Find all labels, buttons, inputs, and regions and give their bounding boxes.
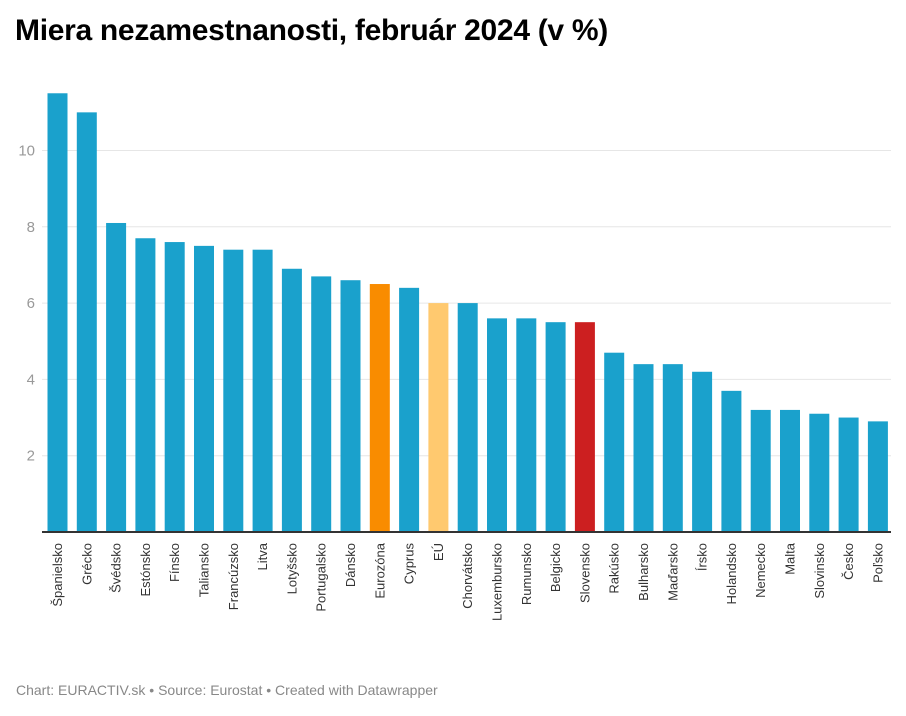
x-tick-label: Česko [841,543,856,580]
x-tick-label: Maďarsko [665,543,680,601]
bar-Estónsko [135,238,156,532]
x-tick-label: Chorvátsko [460,543,475,609]
bar-Španielsko [47,93,68,533]
x-tick-label: Lotyšsko [284,543,299,594]
x-tick-label: Grécko [79,543,94,585]
chart-title: Miera nezamestnanosti, február 2024 (v %… [15,14,608,47]
bar-Eurozóna [369,284,390,532]
bar-Poľsko [867,421,888,532]
bar-Dánsko [340,280,361,532]
x-tick-label: Cyprus [402,543,417,585]
x-tick-label: Litva [255,542,270,570]
bar-Luxembursko [487,318,507,532]
x-tick-label: Rumunsko [519,543,534,605]
bar-Bulharsko [633,364,654,532]
bar-Portugalsko [311,276,332,532]
bar-Fínsko [164,242,185,532]
x-tick-label: Rakúsko [607,543,622,594]
bar-Litva [252,249,273,532]
bar-Francúzsko [223,249,244,532]
bar-Cyprus [399,287,420,532]
bar-Rakúsko [604,352,625,532]
x-tick-label: Francúzsko [226,543,241,610]
x-tick-label: Španielsko [50,543,65,607]
x-axis-labels: Španielsko Grécko Švédsko Estónsko Fínsko Tal… [50,542,885,621]
y-tick-label: 2 [27,448,35,465]
x-tick-label: Eurozóna [372,542,387,598]
y-axis-ticks: 2 4 6 8 10 [18,143,35,465]
x-tick-label: Slovinsko [812,543,827,599]
x-tick-label: Belgicko [548,543,563,592]
x-tick-label: Írsko [695,543,710,571]
bar-Česko [838,417,859,532]
bar-Írsko [692,371,713,532]
x-tick-label: Slovensko [577,543,592,603]
x-tick-label: Nemecko [753,543,768,598]
chart-footer: Chart: EURACTIV.sk • Source: Eurostat • … [16,682,438,698]
bar-EÚ [428,303,449,532]
x-tick-label: Taliansko [197,543,212,597]
y-tick-label: 6 [27,295,35,312]
bar-Chorvátsko [457,303,478,532]
bars [47,93,888,533]
bar-Slovinsko [809,413,830,532]
bar-Švédsko [106,222,127,533]
x-tick-label: Portugalsko [314,543,329,612]
bar-Nemecko [750,409,771,532]
bar-Lotyšsko [281,268,302,532]
bar-Rumunsko [516,318,537,532]
y-tick-label: 4 [27,371,35,388]
bar-Taliansko [194,245,214,532]
x-tick-label: Poľsko [870,543,885,583]
bar-Belgicko [545,322,566,532]
x-tick-label: Estónsko [138,543,153,596]
x-tick-label: Holandsko [724,543,739,604]
bar-Malta [780,409,800,532]
x-tick-label: Fínsko [167,543,182,582]
x-tick-label: Bulharsko [636,543,651,601]
bar-Holandsko [721,390,742,532]
x-tick-label: EÚ [431,543,446,561]
x-tick-label: Dánsko [343,543,358,587]
bar-Grécko [76,112,97,532]
x-tick-label: Luxembursko [490,543,505,621]
bar-Maďarsko [662,364,683,532]
x-tick-label: Švédsko [109,543,124,593]
x-tick-label: Malta [783,542,798,575]
y-tick-label: 8 [27,219,35,236]
y-tick-label: 10 [18,143,35,160]
bar-Slovensko [574,322,595,532]
